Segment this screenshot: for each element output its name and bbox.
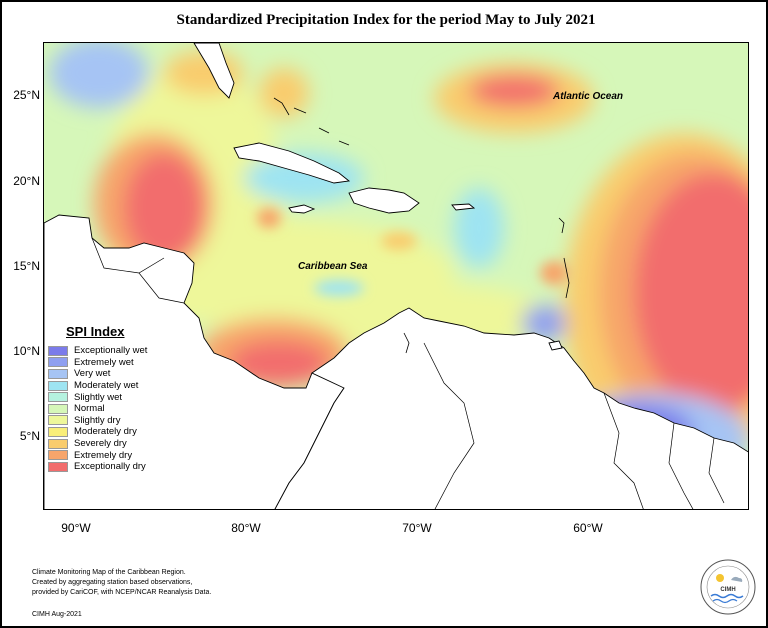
lon-label-70w: 70°W <box>402 521 432 535</box>
south-america <box>274 307 748 509</box>
lat-label-25n: 25°N <box>13 88 40 102</box>
legend-item: Moderately wet <box>48 380 180 392</box>
wave-icon <box>710 593 744 599</box>
lon-label-80w: 80°W <box>231 521 261 535</box>
legend-item: Slightly dry <box>48 415 180 427</box>
dry-spot-jamaica <box>257 208 281 228</box>
lon-label-90w: 90°W <box>61 521 91 535</box>
footer-line-3: provided by CariCOF, with NCEP/NCAR Rean… <box>32 589 212 596</box>
lat-label-5n: 5°N <box>19 429 40 443</box>
legend-item: Normal <box>48 403 180 415</box>
spi-map <box>44 43 748 509</box>
aruba-curacao <box>403 332 410 354</box>
small-islands <box>273 97 570 354</box>
legend-item: Extremely wet <box>48 357 180 369</box>
legend-swatch <box>48 450 68 461</box>
map-frame <box>43 42 749 510</box>
lon-label-60w: 60°W <box>573 521 603 535</box>
wet-spot-caribbean <box>314 280 364 296</box>
legend-label: Very wet <box>74 368 111 380</box>
legend-swatch <box>48 438 68 449</box>
caribbean-sea-label: Caribbean Sea <box>298 261 368 272</box>
exceptionally-dry-atlantic <box>634 173 748 413</box>
footer-line-1: Climate Monitoring Map of the Caribbean … <box>32 569 186 576</box>
legend-item: Exceptionally dry <box>48 461 180 473</box>
legend-label: Extremely dry <box>74 449 133 461</box>
trinidad <box>548 340 563 351</box>
legend-swatch <box>48 403 68 414</box>
footer-notes: Climate Monitoring Map of the Caribbean … <box>32 568 211 598</box>
legend-swatch <box>48 426 68 437</box>
border-gua-hon <box>138 272 185 304</box>
logo-text: CIMH <box>720 587 735 593</box>
dry-spot-central <box>381 232 417 250</box>
land-masses <box>44 43 748 509</box>
map-title: Standardized Precipitation Index for the… <box>176 12 596 28</box>
lat-label-15n: 15°N <box>13 259 40 273</box>
border-mex-gua <box>91 237 165 274</box>
legend-label: Slightly wet <box>74 391 123 403</box>
country-borders <box>91 237 725 509</box>
wet-puerto-rico <box>454 188 504 268</box>
lat-label-10n: 10°N <box>13 344 40 358</box>
legend-item: Exceptionally wet <box>48 345 180 357</box>
legend-label: Exceptionally dry <box>74 461 146 473</box>
legend-item: Severely dry <box>48 438 180 450</box>
legend-swatch <box>48 392 68 403</box>
windward-islands <box>563 257 570 299</box>
legend-label: Moderately dry <box>74 426 137 438</box>
legend-swatch <box>48 415 68 426</box>
footer-date: CIMH Aug-2021 <box>32 611 82 618</box>
legend-item: Very wet <box>48 368 180 380</box>
legend-item: Moderately dry <box>48 426 180 438</box>
cuba <box>233 142 351 184</box>
puerto-rico <box>451 203 476 211</box>
florida <box>193 43 235 99</box>
leeward-islands <box>558 217 565 234</box>
legend-title: SPI Index <box>66 324 125 339</box>
legend-swatch <box>48 461 68 472</box>
jamaica <box>288 204 316 214</box>
legend-label: Slightly dry <box>74 414 121 426</box>
legend-label: Severely dry <box>74 438 127 450</box>
dry-spot-windward <box>540 261 568 285</box>
wet-trinidad <box>522 305 566 341</box>
dry-bahamas <box>259 68 309 118</box>
border-ven-guy <box>603 392 644 509</box>
legend-label: Moderately wet <box>74 380 139 392</box>
bahamas-3 <box>318 127 330 134</box>
footer-line-2: Created by aggregating station based obs… <box>32 579 193 586</box>
exceptionally-dry-panama <box>229 341 329 385</box>
legend-swatch <box>48 380 68 391</box>
sun-icon <box>716 574 724 582</box>
legend-label: Extremely wet <box>74 356 134 368</box>
legend-swatch <box>48 345 68 356</box>
cloud-icon <box>731 576 743 582</box>
legend-swatch <box>48 357 68 368</box>
border-sur-fg <box>708 437 725 504</box>
legend-item: Slightly wet <box>48 391 180 403</box>
legend-item: Extremely dry <box>48 449 180 461</box>
legend-label: Normal <box>74 403 105 415</box>
wave-icon-2 <box>712 598 738 604</box>
exceptionally-dry-north-atlantic <box>469 75 559 107</box>
exceptionally-dry-yucatan <box>124 153 204 263</box>
bahamas-4 <box>338 140 350 146</box>
wet-northwest <box>49 43 149 108</box>
legend-label: Exceptionally wet <box>74 345 148 357</box>
legend-items: Exceptionally wet Extremely wet Very wet Mo… <box>48 345 180 473</box>
cimh-logo: CIMH <box>700 559 756 615</box>
lat-label-20n: 20°N <box>13 174 40 188</box>
bahamas-2 <box>293 107 307 114</box>
border-col-ven <box>423 342 475 509</box>
atlantic-ocean-label: Atlantic Ocean <box>553 91 624 102</box>
spi-legend: SPI Index Exceptionally wet Extremely wet… <box>48 324 180 473</box>
hispaniola <box>348 187 420 214</box>
legend-swatch <box>48 368 68 379</box>
bahamas-1 <box>273 97 290 116</box>
border-guy-sur <box>668 422 694 509</box>
